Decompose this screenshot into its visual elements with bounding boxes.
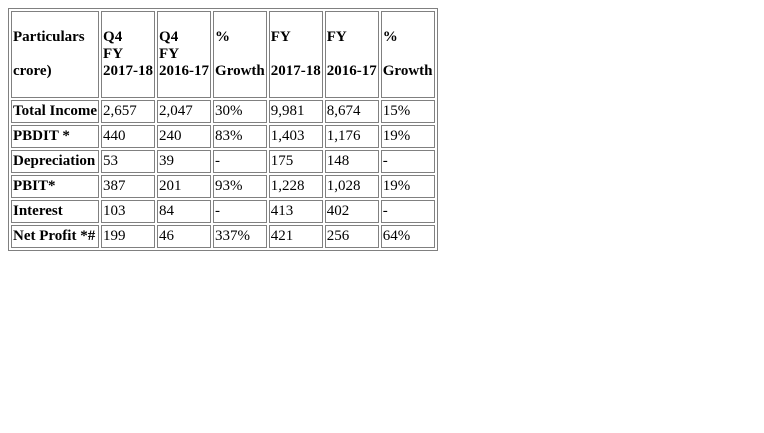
table-cell: 103 (101, 200, 156, 223)
header-q4-fy-2016-17: Q4 FY 2016-17 (157, 11, 212, 98)
row-label: PBIT* (11, 175, 100, 198)
table-cell: 64% (380, 225, 435, 248)
table-cell: 2,047 (157, 100, 212, 123)
row-label: PBDIT * (11, 125, 100, 148)
table-cell: 421 (268, 225, 323, 248)
table-row: Net Profit *# 199 46 337% 421 256 64% (11, 225, 435, 248)
table-row: PBIT* 387 201 93% 1,228 1,028 19% (11, 175, 435, 198)
header-line: % (215, 29, 231, 45)
header-row: Particulars crore) Q4 FY 2017-18 Q4 FY 2… (11, 11, 435, 98)
header-line: Q4 (159, 29, 179, 45)
header-line: Growth (382, 63, 433, 79)
table-cell: 84 (157, 200, 212, 223)
table-cell: 93% (213, 175, 267, 198)
table-cell: - (213, 150, 267, 173)
header-fy-2017-18: FY 2017-18 (268, 11, 323, 98)
header-particulars: Particulars crore) (11, 11, 100, 98)
header-line: FY (326, 29, 347, 45)
table-cell: 8,674 (324, 100, 379, 123)
header-line: % (382, 29, 398, 45)
header-q4-fy-2017-18: Q4 FY 2017-18 (101, 11, 156, 98)
financial-results-container: Particulars crore) Q4 FY 2017-18 Q4 FY 2… (8, 8, 438, 251)
table-cell: - (380, 200, 435, 223)
header-fy-growth: % Growth (380, 11, 435, 98)
table-cell: 39 (157, 150, 212, 173)
header-line: crore) (13, 63, 52, 79)
header-line: FY (159, 46, 180, 62)
table-cell: 413 (268, 200, 323, 223)
financial-results-table: Particulars crore) Q4 FY 2017-18 Q4 FY 2… (8, 8, 438, 251)
row-label: Total Income (11, 100, 100, 123)
header-line: Growth (215, 63, 265, 79)
table-cell: 337% (213, 225, 267, 248)
table-cell: 53 (101, 150, 156, 173)
table-cell: 46 (157, 225, 212, 248)
table-cell: 2,657 (101, 100, 156, 123)
table-cell: 15% (380, 100, 435, 123)
header-line: Q4 (103, 29, 123, 45)
header-fy-2016-17: FY 2016-17 (324, 11, 379, 98)
table-cell: 1,403 (268, 125, 323, 148)
table-cell: 19% (380, 125, 435, 148)
table-cell: 402 (324, 200, 379, 223)
table-cell: 19% (380, 175, 435, 198)
row-label: Depreciation (11, 150, 100, 173)
table-cell: 30% (213, 100, 267, 123)
header-line: FY (270, 29, 291, 45)
table-cell: - (213, 200, 267, 223)
table-row: Total Income 2,657 2,047 30% 9,981 8,674… (11, 100, 435, 123)
table-cell: 240 (157, 125, 212, 148)
row-label: Net Profit *# (11, 225, 100, 248)
header-line: Particulars (13, 29, 85, 45)
table-cell: - (380, 150, 435, 173)
header-line: 2017-18 (270, 63, 321, 79)
header-line: 2016-17 (159, 63, 210, 79)
header-line: 2017-18 (103, 63, 154, 79)
table-cell: 201 (157, 175, 212, 198)
table-cell: 9,981 (268, 100, 323, 123)
table-cell: 440 (101, 125, 156, 148)
table-row: Depreciation 53 39 - 175 148 - (11, 150, 435, 173)
table-cell: 1,176 (324, 125, 379, 148)
row-label: Interest (11, 200, 100, 223)
table-cell: 83% (213, 125, 267, 148)
header-line: FY (103, 46, 124, 62)
table-cell: 387 (101, 175, 156, 198)
table-row: PBDIT * 440 240 83% 1,403 1,176 19% (11, 125, 435, 148)
table-row: Interest 103 84 - 413 402 - (11, 200, 435, 223)
table-cell: 1,228 (268, 175, 323, 198)
table-cell: 256 (324, 225, 379, 248)
table-cell: 175 (268, 150, 323, 173)
table-cell: 1,028 (324, 175, 379, 198)
table-cell: 199 (101, 225, 156, 248)
table-cell: 148 (324, 150, 379, 173)
header-q4-growth: % Growth (213, 11, 267, 98)
header-line: 2016-17 (326, 63, 377, 79)
